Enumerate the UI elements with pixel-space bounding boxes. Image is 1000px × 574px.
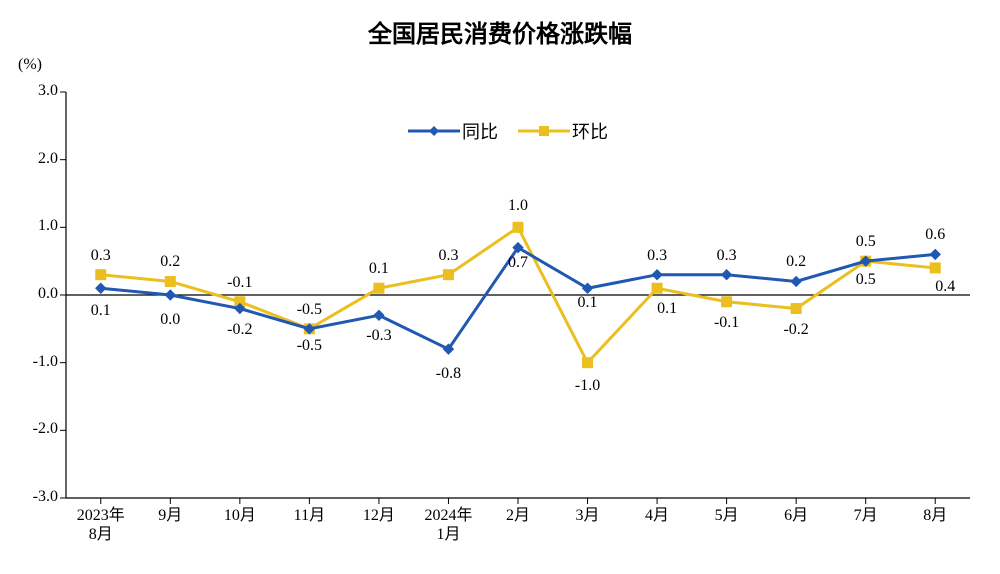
- x-tick-label: 4月: [645, 506, 669, 525]
- marker-mom: [374, 283, 384, 293]
- x-tick-label: 5月: [715, 506, 739, 525]
- data-label-mom: 0.1: [657, 300, 677, 318]
- x-tick-label: 11月: [294, 506, 325, 525]
- x-tick-label: 2023年 8月: [77, 506, 125, 544]
- data-label-mom: 0.2: [160, 253, 180, 271]
- marker-mom: [443, 270, 453, 280]
- chart-title: 全国居民消费价格涨跌幅: [0, 14, 1000, 49]
- data-label-yoy: 0.6: [925, 226, 945, 244]
- x-tick-label: 12月: [363, 506, 395, 525]
- marker-yoy: [930, 249, 940, 259]
- marker-yoy: [652, 270, 662, 280]
- chart-container: 全国居民消费价格涨跌幅 (%) 同比 环比 -3.0 -2.0 -1.0 0.0 1.0 2…: [0, 0, 1000, 574]
- legend-item-yoy: 同比: [408, 118, 498, 144]
- x-tick-label: 7月: [854, 506, 878, 525]
- x-tick-label: 2月: [506, 506, 530, 525]
- y-tick-label: 2.0: [8, 150, 58, 168]
- legend-label-yoy: 同比: [462, 118, 498, 144]
- data-label-mom: -0.2: [783, 321, 808, 339]
- data-label-mom: -1.0: [575, 377, 600, 395]
- marker-yoy: [722, 270, 732, 280]
- x-tick-label: 3月: [576, 506, 600, 525]
- marker-yoy: [165, 290, 175, 300]
- x-tick-label: 9月: [158, 506, 182, 525]
- data-label-yoy: 0.0: [160, 311, 180, 329]
- x-tick-label: 8月: [923, 506, 947, 525]
- chart-legend: 同比 环比: [408, 118, 608, 144]
- marker-mom: [791, 304, 801, 314]
- data-label-yoy: 0.2: [786, 253, 806, 271]
- marker-mom: [165, 276, 175, 286]
- chart-plot-area: [0, 0, 1000, 574]
- marker-mom: [722, 297, 732, 307]
- data-label-yoy: -0.2: [227, 321, 252, 339]
- data-label-yoy: -0.8: [436, 365, 461, 383]
- legend-item-mom: 环比: [518, 118, 608, 144]
- data-label-mom: 0.3: [91, 247, 111, 265]
- x-tick-label: 6月: [784, 506, 808, 525]
- marker-mom: [652, 283, 662, 293]
- y-tick-label: -1.0: [8, 353, 58, 371]
- x-tick-label: 2024年 1月: [424, 506, 472, 544]
- data-label-yoy: 0.3: [647, 247, 667, 265]
- data-label-mom: 0.5: [856, 233, 876, 251]
- data-label-mom: 0.3: [438, 247, 458, 265]
- data-label-yoy: 0.1: [91, 302, 111, 320]
- y-tick-label: 3.0: [8, 82, 58, 100]
- data-label-mom: 0.4: [935, 278, 955, 296]
- data-label-yoy: 0.1: [578, 294, 598, 312]
- marker-mom: [513, 222, 523, 232]
- marker-mom: [583, 358, 593, 368]
- marker-yoy: [96, 283, 106, 293]
- data-label-mom: -0.1: [227, 274, 252, 292]
- data-label-yoy: -0.3: [366, 327, 391, 345]
- legend-label-mom: 环比: [572, 118, 608, 144]
- y-tick-label: -3.0: [8, 488, 58, 506]
- x-tick-label: 10月: [224, 506, 256, 525]
- marker-mom: [96, 270, 106, 280]
- data-label-mom: -0.1: [714, 314, 739, 332]
- y-axis-unit-label: (%): [18, 56, 42, 74]
- data-label-yoy: -0.5: [297, 337, 322, 355]
- marker-yoy: [374, 310, 384, 320]
- data-label-mom: 1.0: [508, 197, 528, 215]
- data-label-mom: 0.1: [369, 260, 389, 278]
- y-tick-label: -2.0: [8, 420, 58, 438]
- marker-yoy: [791, 276, 801, 286]
- legend-swatch-yoy: [408, 121, 460, 141]
- data-label-yoy: 0.7: [508, 254, 528, 272]
- y-tick-label: 0.0: [8, 285, 58, 303]
- data-label-yoy: 0.5: [856, 271, 876, 289]
- marker-mom: [930, 263, 940, 273]
- legend-swatch-mom: [518, 121, 570, 141]
- data-label-yoy: 0.3: [717, 247, 737, 265]
- y-tick-label: 1.0: [8, 217, 58, 235]
- data-label-mom: -0.5: [297, 301, 322, 319]
